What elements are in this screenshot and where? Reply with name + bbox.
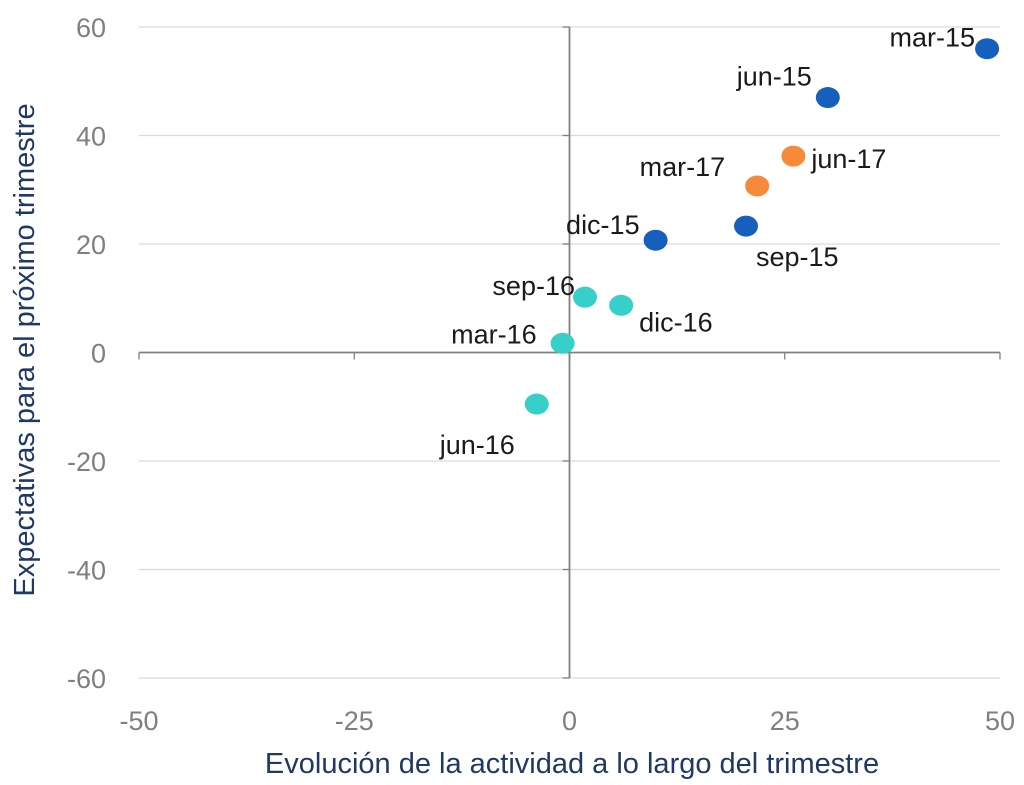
data-point-jun-16 (524, 393, 549, 415)
y-tick-label: 0 (91, 339, 106, 369)
x-tick-label: -50 (119, 706, 158, 736)
y-tick-label: -60 (67, 664, 106, 694)
data-points (524, 38, 1000, 415)
y-tick-label: 40 (76, 122, 106, 152)
point-label-sep-15: sep-15 (756, 242, 839, 272)
data-point-mar-16 (550, 332, 575, 354)
data-point-sep-16 (572, 286, 597, 308)
data-point-dic-15 (643, 229, 668, 251)
point-label-sep-16: sep-16 (492, 271, 575, 301)
y-axis-title: Expectativas para el próximo trimestre (9, 103, 41, 596)
x-tick-label: 0 (562, 706, 577, 736)
axes (138, 26, 1001, 679)
data-point-mar-17 (745, 175, 770, 197)
point-label-jun-16: jun-16 (439, 430, 515, 460)
point-label-jun-15: jun-15 (736, 62, 812, 92)
data-point-jun-17 (781, 145, 806, 167)
point-label-mar-17: mar-17 (640, 152, 726, 182)
data-point-mar-15 (975, 38, 1000, 60)
point-label-mar-15: mar-15 (890, 23, 976, 53)
x-axis-title: Evolución de la actividad a lo largo del… (265, 748, 879, 780)
point-labels: mar-15 jun-15 sep-15 dic-15 mar-16 jun-16 sep-… (439, 23, 975, 460)
data-point-dic-16 (609, 294, 634, 316)
x-tick-label: 50 (985, 706, 1015, 736)
y-tick-label: 20 (76, 230, 106, 260)
y-tick-label: 60 (76, 13, 106, 43)
data-point-jun-15 (815, 87, 840, 109)
point-label-dic-15: dic-15 (566, 210, 640, 240)
y-tick-label: -40 (67, 556, 106, 586)
tick-labels: 60 40 20 0 -20 -40 -60 -50 -25 0 25 50 (67, 13, 1015, 736)
x-tick-label: -25 (335, 706, 374, 736)
x-tick-label: 25 (770, 706, 800, 736)
point-label-mar-16: mar-16 (451, 319, 537, 349)
data-point-sep-15 (734, 215, 759, 237)
y-tick-label: -20 (67, 447, 106, 477)
point-label-jun-17: jun-17 (810, 144, 886, 174)
point-label-dic-16: dic-16 (639, 307, 713, 337)
